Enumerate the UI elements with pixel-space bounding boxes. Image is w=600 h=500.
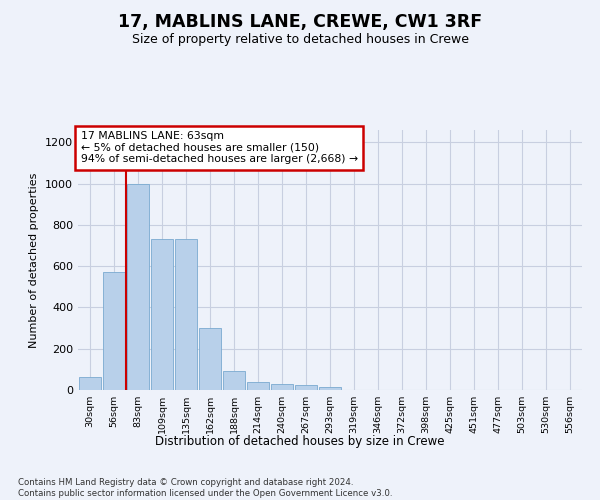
Bar [271, 384, 293, 390]
Bar [199, 328, 221, 390]
Bar [151, 240, 173, 390]
Bar [103, 272, 125, 390]
Text: 17 MABLINS LANE: 63sqm
← 5% of detached houses are smaller (150)
94% of semi-det: 17 MABLINS LANE: 63sqm ← 5% of detached … [80, 132, 358, 164]
Bar [79, 377, 101, 390]
Bar [127, 184, 149, 390]
Bar [223, 372, 245, 390]
Bar [295, 385, 317, 390]
Bar [175, 240, 197, 390]
Bar [247, 382, 269, 390]
Text: Size of property relative to detached houses in Crewe: Size of property relative to detached ho… [131, 32, 469, 46]
Bar [319, 387, 341, 390]
Y-axis label: Number of detached properties: Number of detached properties [29, 172, 40, 348]
Text: Contains HM Land Registry data © Crown copyright and database right 2024.
Contai: Contains HM Land Registry data © Crown c… [18, 478, 392, 498]
Text: 17, MABLINS LANE, CREWE, CW1 3RF: 17, MABLINS LANE, CREWE, CW1 3RF [118, 12, 482, 30]
Text: Distribution of detached houses by size in Crewe: Distribution of detached houses by size … [155, 435, 445, 448]
